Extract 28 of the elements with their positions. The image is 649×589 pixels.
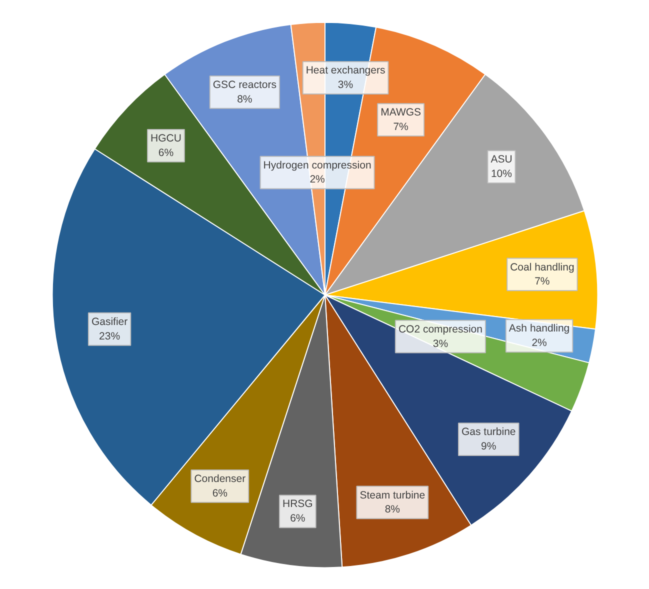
data-label: 8%	[384, 504, 400, 516]
data-label: 6%	[158, 146, 174, 159]
slice-label: Condenser	[194, 472, 246, 485]
slice-label: Hydrogen compression	[263, 159, 372, 172]
data-label: 6%	[212, 487, 228, 500]
slice-label: GSC reactors	[212, 78, 277, 91]
slice-label: Gas turbine	[461, 426, 516, 438]
slice-label: Gasifier	[91, 316, 128, 328]
data-label: 8%	[237, 93, 252, 106]
slice-label: MAWGS	[380, 106, 422, 119]
data-label: 10%	[490, 168, 512, 180]
slice-label: Coal handling	[510, 261, 574, 274]
data-label: 2%	[310, 174, 325, 186]
data-label: 3%	[432, 338, 448, 350]
data-label: 3%	[338, 79, 354, 92]
data-label: 7%	[393, 121, 408, 134]
slice-label: CO2 compression	[398, 323, 483, 336]
slice-label: Steam turbine	[360, 489, 426, 502]
slice-label: HRSG	[282, 498, 313, 510]
data-label: 23%	[99, 330, 120, 342]
data-label: 9%	[481, 440, 496, 452]
data-label: 6%	[290, 512, 306, 525]
slice-label: Ash handling	[508, 322, 570, 335]
data-label: 7%	[534, 276, 550, 288]
slice-label: ASU	[490, 154, 512, 166]
slice-label: HGCU	[150, 132, 182, 144]
slice-label: Heat exchangers	[306, 64, 386, 77]
data-label: 2%	[532, 337, 547, 350]
